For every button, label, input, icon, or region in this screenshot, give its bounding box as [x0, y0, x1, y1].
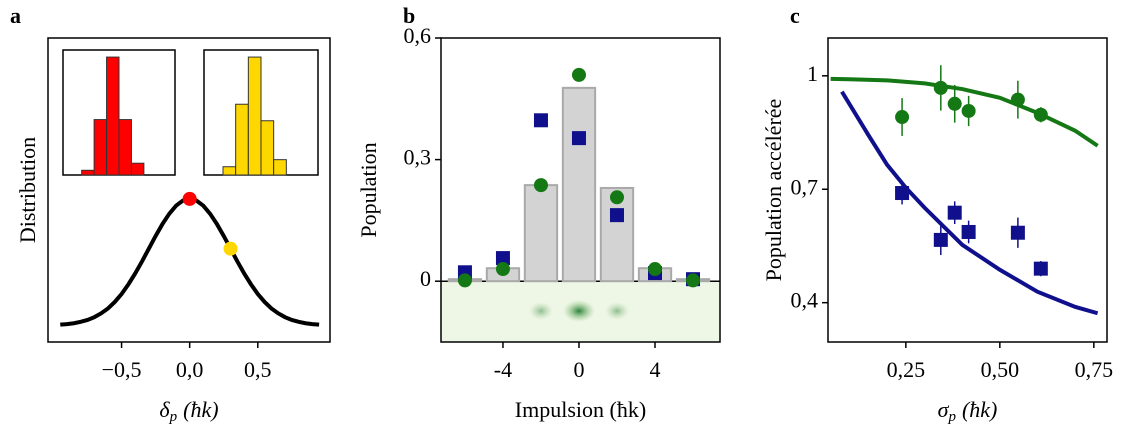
label-symbol: σ — [938, 397, 950, 422]
y-tick-label: 0,4 — [791, 288, 819, 313]
marker — [1010, 92, 1025, 107]
label-subscript: p — [947, 409, 956, 425]
histogram-bar — [260, 120, 275, 176]
panel-letter: b — [403, 3, 415, 28]
histogram-bar — [130, 162, 145, 176]
y-axis-label: Distribution — [15, 137, 40, 243]
marker — [961, 224, 976, 239]
image-blob — [563, 300, 595, 322]
histogram-bar — [222, 166, 237, 176]
marker — [1010, 225, 1025, 240]
axis-label: δp (ħk) — [159, 397, 218, 425]
y-tick-label: 0,7 — [791, 174, 819, 199]
marker — [933, 232, 948, 247]
histogram-bar — [106, 56, 120, 176]
histogram-bar — [247, 56, 262, 176]
marker — [895, 110, 910, 125]
panel-letter: a — [10, 3, 21, 28]
axes-frame — [47, 37, 331, 343]
bar — [561, 86, 597, 283]
histogram-bar — [93, 119, 108, 176]
y-axis-label: Population — [356, 142, 381, 237]
marker — [1033, 261, 1048, 276]
histogram-bar — [118, 119, 132, 176]
marker — [947, 205, 962, 220]
histogram-bar — [81, 169, 95, 176]
x-tick-label: 4 — [650, 357, 661, 382]
x-tick-label: 0 — [573, 357, 584, 382]
marker — [182, 191, 197, 206]
label-unit: (ħk) — [962, 397, 997, 422]
marker — [223, 241, 238, 256]
curve — [830, 76, 1099, 148]
panel-letter: c — [790, 3, 800, 28]
y-tick-label: 1 — [807, 61, 818, 86]
x-tick-label: -4 — [494, 357, 512, 382]
bar — [523, 184, 559, 283]
x-tick-label: 0,25 — [887, 357, 926, 382]
marker — [609, 190, 624, 205]
axis-label: Impulsion (ħk) — [515, 397, 646, 422]
marker — [961, 103, 976, 118]
histogram-bar — [235, 103, 249, 176]
x-tick-label: 0,0 — [176, 357, 204, 382]
axis-label: σp (ħk) — [938, 397, 998, 425]
absorption-image — [441, 281, 720, 342]
image-blob — [605, 302, 629, 320]
curve — [840, 90, 1099, 316]
axes-frame — [827, 37, 1108, 343]
image-blob — [529, 302, 553, 320]
label-unit: (ħk) — [183, 397, 218, 422]
marker — [648, 262, 663, 277]
marker — [947, 96, 962, 111]
axes-frame — [440, 37, 721, 343]
histogram-bar — [273, 159, 287, 176]
y-tick-label: 0,6 — [404, 23, 432, 48]
marker — [495, 251, 510, 266]
label-subscript: p — [169, 409, 178, 425]
marker — [686, 273, 701, 288]
marker — [1033, 107, 1048, 122]
y-tick-label: 0 — [420, 266, 431, 291]
x-tick-label: 0,5 — [244, 357, 272, 382]
x-tick-label: 0,75 — [1075, 357, 1114, 382]
marker — [495, 262, 510, 277]
marker — [933, 80, 948, 95]
marker — [571, 67, 586, 82]
marker — [571, 131, 586, 146]
marker — [609, 208, 624, 223]
y-axis-label: Population accélérée — [761, 99, 786, 282]
marker — [457, 273, 472, 288]
label-symbol: δ — [159, 397, 170, 422]
y-tick-label: 0,3 — [404, 145, 432, 170]
marker — [895, 186, 910, 201]
x-tick-label: −0,5 — [102, 357, 142, 382]
x-tick-label: 0,50 — [981, 357, 1020, 382]
marker — [533, 113, 548, 128]
curve — [60, 196, 320, 327]
marker — [533, 178, 548, 193]
